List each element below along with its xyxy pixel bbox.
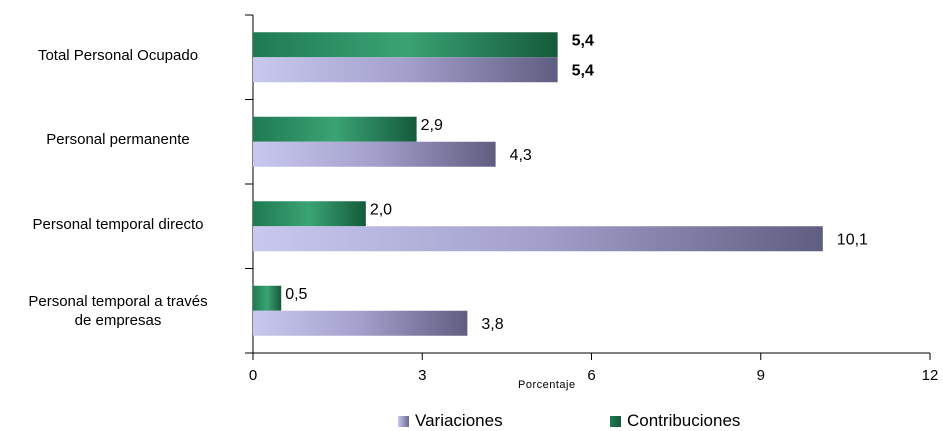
bar-variaciones	[253, 141, 496, 167]
category-label-line: de empresas	[74, 311, 162, 329]
x-tick-label: 3	[418, 367, 426, 384]
category-label-line: Total Personal Ocupado	[37, 46, 199, 64]
category-label-line: Personal temporal a través	[28, 292, 208, 310]
legend-label-contribuciones: Contribuciones	[627, 411, 741, 430]
bar-contribuciones	[253, 32, 558, 58]
data-label-contribuciones: 5,4	[572, 32, 594, 49]
category-label: Personal permanente	[0, 130, 243, 149]
data-label-variaciones: 5,4	[572, 62, 594, 79]
data-label-contribuciones: 0,5	[285, 286, 307, 303]
data-label-contribuciones: 2,0	[370, 201, 392, 218]
legend-swatch-contribuciones	[610, 415, 621, 427]
category-label: Total Personal Ocupado	[0, 46, 243, 65]
legend-swatch-variaciones	[398, 415, 409, 427]
bar-contribuciones	[253, 116, 417, 142]
legend-item-variaciones: Variaciones	[398, 411, 503, 431]
data-label-variaciones: 3,8	[481, 316, 503, 333]
category-label: Personal temporal a través de empresas	[0, 292, 243, 330]
category-label-line: Personal temporal directo	[32, 215, 204, 233]
category-label-line: Personal permanente	[46, 131, 190, 149]
bar-variaciones	[253, 310, 468, 336]
bar-variaciones	[253, 57, 558, 83]
x-tick-label: 0	[249, 367, 257, 384]
bar-variaciones	[253, 226, 823, 252]
x-tick-label: 12	[922, 367, 939, 384]
bar-contribuciones	[253, 201, 366, 227]
data-label-contribuciones: 2,9	[421, 117, 443, 134]
x-tick-label: 9	[757, 367, 765, 384]
x-axis-title: Porcentaje	[518, 379, 576, 391]
category-label: Personal temporal directo	[0, 215, 243, 234]
legend-item-contribuciones: Contribuciones	[610, 411, 740, 431]
data-label-variaciones: 4,3	[510, 147, 532, 164]
data-label-variaciones: 10,1	[837, 231, 868, 248]
bar-contribuciones	[253, 285, 282, 311]
x-tick-label: 6	[587, 367, 595, 384]
legend-label-variaciones: Variaciones	[415, 411, 503, 430]
